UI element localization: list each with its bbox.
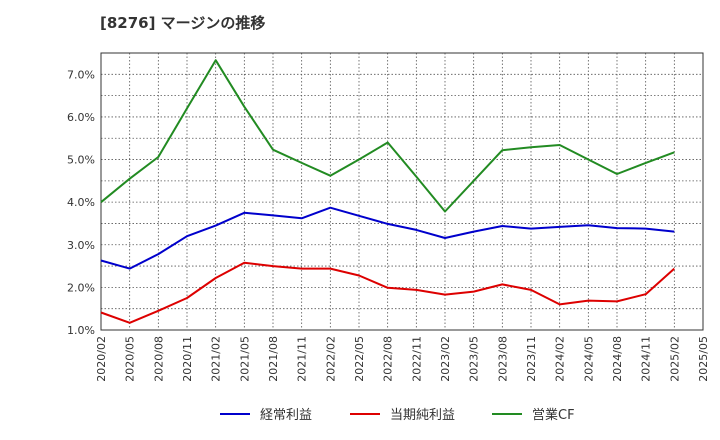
x-tick-label: 2022/08 <box>382 336 395 382</box>
x-tick-label: 2023/02 <box>439 336 452 382</box>
series-line-1 <box>100 261 675 324</box>
x-tick-label: 2025/05 <box>697 336 710 382</box>
y-tick-label: 3.0% <box>67 239 95 252</box>
plot-area <box>101 53 703 330</box>
y-tick-label: 2.0% <box>67 281 95 294</box>
plot-frame <box>100 52 704 331</box>
series-line-0 <box>100 206 675 270</box>
x-tick-label: 2020/05 <box>124 336 137 382</box>
y-tick-label: 5.0% <box>67 154 95 167</box>
legend-label-1: 当期純利益 <box>390 408 455 423</box>
x-tick-label: 2025/02 <box>668 336 681 382</box>
x-tick-label: 2022/02 <box>324 336 337 382</box>
chart-title: [8276] マージンの推移 <box>100 14 266 32</box>
x-tick-label: 2024/05 <box>582 336 595 382</box>
y-tick-label: 7.0% <box>67 68 95 81</box>
x-tick-label: 2024/02 <box>554 336 567 382</box>
x-tick-label: 2022/11 <box>410 336 423 382</box>
y-tick-label: 6.0% <box>67 111 95 124</box>
x-tick-label: 2024/08 <box>611 336 624 382</box>
y-tick-label: 4.0% <box>67 196 95 209</box>
x-tick-label: 2021/11 <box>296 336 309 382</box>
x-tick-label: 2021/02 <box>210 336 223 382</box>
x-tick-label: 2020/02 <box>95 336 108 382</box>
x-tick-label: 2020/08 <box>152 336 165 382</box>
x-tick-label: 2024/11 <box>640 336 653 382</box>
x-tick-label: 2023/08 <box>496 336 509 382</box>
x-tick-label: 2021/08 <box>267 336 280 382</box>
x-tick-label: 2023/05 <box>468 336 481 382</box>
x-tick-label: 2020/11 <box>181 336 194 382</box>
legend-label-0: 経常利益 <box>260 408 312 423</box>
series-line-2 <box>100 59 675 213</box>
legend-label-2: 営業CF <box>532 407 575 423</box>
x-tick-label: 2022/05 <box>353 336 366 382</box>
x-tick-label: 2021/05 <box>238 336 251 382</box>
y-tick-label: 1.0% <box>67 324 95 337</box>
x-tick-label: 2023/11 <box>525 336 538 382</box>
